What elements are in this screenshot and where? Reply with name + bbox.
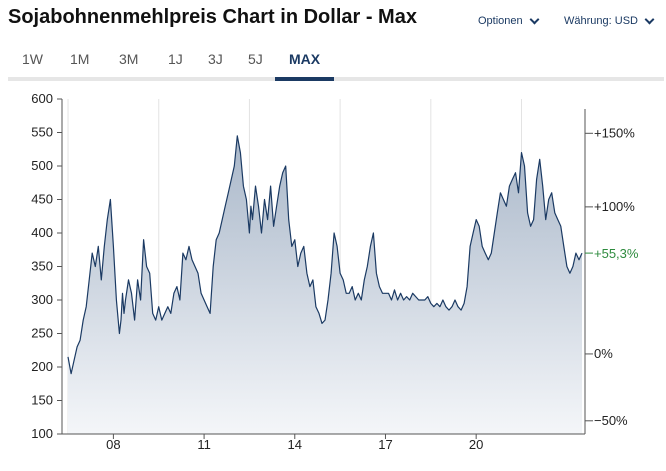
y-tick-label: 100 xyxy=(31,426,53,441)
x-tick-label: 08 xyxy=(106,437,120,452)
options-label: Optionen xyxy=(478,15,523,27)
series-area xyxy=(68,135,582,434)
y-tick-label: 300 xyxy=(31,292,53,307)
x-tick-label: 17 xyxy=(378,437,392,452)
y-tick-label: 600 xyxy=(31,91,53,106)
y-tick-label: 150 xyxy=(31,393,53,408)
active-tab-indicator xyxy=(275,77,334,81)
y-tick-label: 200 xyxy=(31,359,53,374)
currency-dropdown[interactable]: Währung: USD xyxy=(564,14,655,27)
timeframe-tabs: 1W 1M 3M 1J 3J 5J MAX xyxy=(8,42,664,80)
y-right-tick-label: −50% xyxy=(594,413,628,428)
current-change-label: +55,3% xyxy=(594,246,639,261)
y-right-tick-label: 0% xyxy=(594,346,613,361)
options-dropdown[interactable]: Optionen xyxy=(478,14,540,27)
y-tick-label: 250 xyxy=(31,326,53,341)
tab-1w[interactable]: 1W xyxy=(22,51,43,67)
y-right-tick-label: +150% xyxy=(594,125,635,140)
currency-label: Währung: USD xyxy=(564,15,638,27)
tab-max[interactable]: MAX xyxy=(289,51,321,67)
x-tick-label: 20 xyxy=(469,437,483,452)
y-tick-label: 400 xyxy=(31,225,53,240)
tab-1j[interactable]: 1J xyxy=(168,51,183,67)
y-tick-label: 500 xyxy=(31,158,53,173)
y-tick-label: 550 xyxy=(31,125,53,140)
tab-bar-divider xyxy=(8,77,664,81)
tab-3m[interactable]: 3M xyxy=(119,51,139,67)
x-tick-label: 11 xyxy=(197,437,211,452)
y-tick-label: 350 xyxy=(31,259,53,274)
x-tick-label: 14 xyxy=(288,437,302,452)
tab-5j[interactable]: 5J xyxy=(248,51,263,67)
tab-3j[interactable]: 3J xyxy=(208,51,223,67)
tab-1m[interactable]: 1M xyxy=(70,51,90,67)
page-title: Sojabohnenmehlpreis Chart in Dollar - Ma… xyxy=(8,6,417,28)
y-tick-label: 450 xyxy=(31,192,53,207)
series-line xyxy=(67,135,583,375)
y-right-tick-label: +100% xyxy=(594,199,635,214)
